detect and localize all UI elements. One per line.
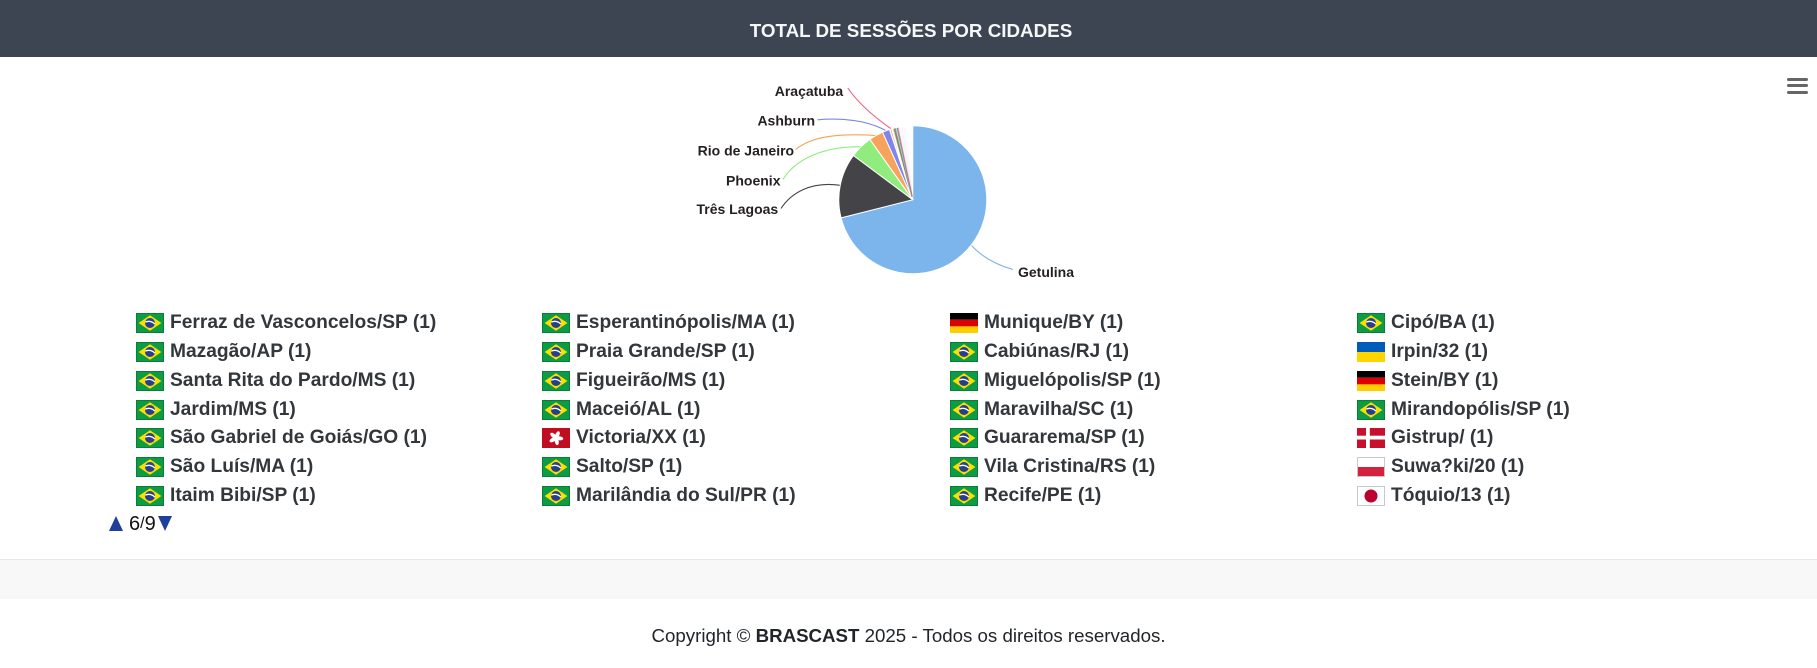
svg-text:Araçatuba: Araçatuba <box>775 83 844 99</box>
svg-text:Phoenix: Phoenix <box>726 173 781 189</box>
svg-text:Rio de Janeiro: Rio de Janeiro <box>698 143 794 159</box>
svg-text:Ashburn: Ashburn <box>757 113 815 129</box>
svg-text:Getulina: Getulina <box>1018 264 1074 280</box>
svg-text:Três Lagoas: Três Lagoas <box>696 201 778 217</box>
